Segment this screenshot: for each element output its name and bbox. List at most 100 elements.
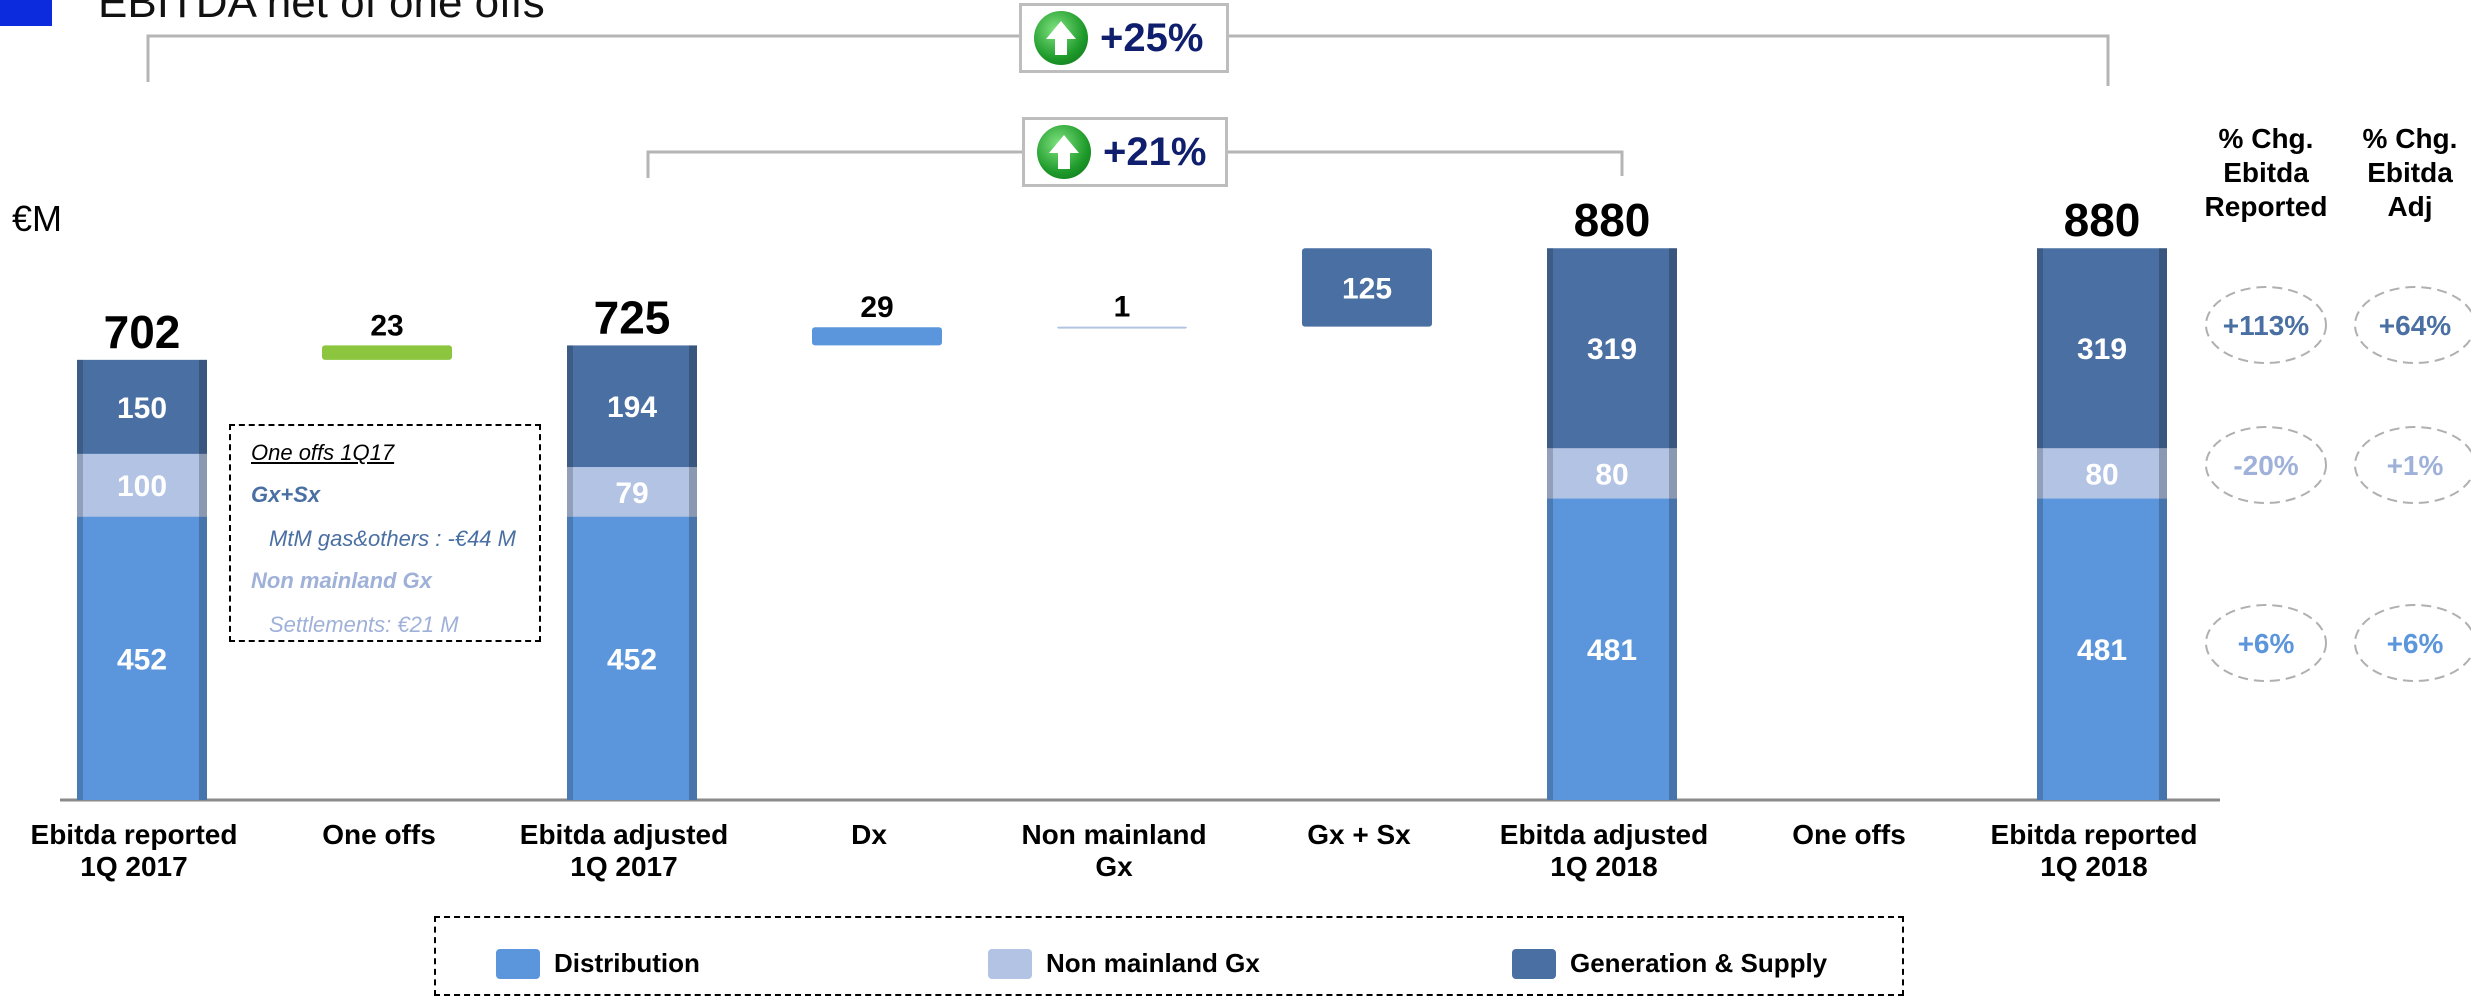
delta-value-label: 1 [1114,291,1131,324]
bar-shade [567,516,573,800]
legend-item-generation-supply: Generation & Supply [1512,948,1827,979]
bar-total-label: 725 [594,291,671,343]
growth-badge-outer: +25% [1019,3,1229,73]
bar-segment-generation-supply [1547,248,1677,449]
pct-change-oval [2205,426,2327,504]
legend-item-distribution: Distribution [496,948,700,979]
chart-title: EBITDA net of one offs [98,0,545,27]
legend-item-non-mainland: Non mainland Gx [988,948,1260,979]
pct-header-reported-line: % Chg. [2218,123,2314,154]
growth-bracket-outer [146,34,2110,86]
note-gx-label: Gx+Sx [251,482,321,507]
bar-shade [689,467,697,517]
delta-bar [812,327,942,346]
bar-shade [2159,498,2167,800]
bar-segment-non-mainland [77,453,207,517]
bar-shade [77,453,83,517]
bar-shade [567,467,573,517]
segment-value-label: 481 [2077,634,2127,667]
bar-shade [567,345,573,468]
pct-change-value: +1% [2387,450,2444,481]
segment-value-label: 319 [1587,333,1637,366]
pct-change-value: +6% [2238,628,2295,659]
category-label: 1Q 2018 [2040,851,2147,882]
note-gx-detail: MtM gas&others : -€44 M [269,526,516,551]
segment-value-label: 100 [117,470,167,503]
segment-value-label: 80 [2085,458,2118,491]
note-nm-label: Non mainland Gx [251,568,432,593]
delta-value-label: 29 [860,291,893,324]
segment-value-label: 194 [607,391,657,424]
category-label: Non mainland [1021,819,1206,850]
pct-change-value: +113% [2223,310,2310,341]
bar-shade [2037,448,2043,499]
bar-shade [1547,448,1553,499]
segment-value-label: 452 [117,643,167,676]
legend-label-generation-supply: Generation & Supply [1570,948,1828,978]
bar-segment-non-mainland [2037,448,2167,499]
pct-change-oval [2205,286,2327,364]
delta-value-label: 125 [1342,272,1392,305]
pct-change-oval [2354,286,2471,364]
category-label: Ebitda reported [31,819,238,850]
bar-shade [199,453,207,517]
category-label: One offs [1792,819,1906,850]
bar-shade [77,516,83,800]
bar-total-label: 880 [2064,194,2141,246]
bar-segment-non-mainland [567,467,697,517]
arrow-up-icon [1034,11,1088,65]
segment-value-label: 79 [615,477,648,510]
legend: Distribution Non mainland Gx Generation … [434,916,1904,996]
pct-change-value: -20% [2233,450,2298,481]
pct-change-value: +64% [2379,310,2451,341]
bar-segment-distribution [1547,498,1677,800]
pct-change-oval [2354,426,2471,504]
category-label: 1Q 2017 [570,851,677,882]
category-label: Dx [851,819,887,850]
growth-inner-value: +21% [1103,129,1207,174]
segment-value-label: 80 [1595,458,1628,491]
legend-label-distribution: Distribution [554,948,700,978]
bar-shade [1547,248,1553,449]
pct-header-reported: % Chg. Ebitda Reported [2196,122,2336,224]
bar-shade [1669,498,1677,800]
bar-shade [1669,448,1677,499]
bar-segment-distribution [567,516,697,800]
pct-header-adjusted-line: Adj [2387,191,2433,222]
bar-shade [1547,498,1553,800]
note-nm-detail: Settlements: €21 M [269,612,459,637]
legend-swatch-generation-supply [1512,948,1556,979]
growth-badge-inner: +21% [1022,117,1228,187]
bar-shade [689,516,697,800]
pct-header-reported-line: Ebitda [2223,157,2309,188]
bar-total-label: 702 [104,306,181,358]
bar-segment-generation-supply [2037,248,2167,449]
pct-header-adjusted-line: % Chg. [2362,123,2458,154]
bar-shade [2159,448,2167,499]
delta-bar [322,345,452,360]
bar-shade [2159,248,2167,449]
legend-swatch-non-mainland [988,948,1032,979]
delta-bar [1057,326,1187,329]
segment-value-label: 452 [607,643,657,676]
pct-change-oval [2205,604,2327,682]
segment-value-label: 319 [2077,333,2127,366]
category-label: Ebitda reported [1991,819,2198,850]
bar-segment-non-mainland [1547,448,1677,499]
bar-segment-distribution [77,516,207,800]
one-offs-note-box: One offs 1Q17 Gx+Sx MtM gas&others : -€4… [229,424,541,642]
bar-shade [2037,248,2043,449]
category-label: 1Q 2017 [80,851,187,882]
pct-header-reported-line: Reported [2204,191,2328,222]
arrow-up-icon [1037,125,1091,179]
legend-label-non-mainland: Non mainland Gx [1046,948,1260,978]
bar-shade [199,359,207,454]
growth-outer-value: +25% [1100,15,1204,60]
bar-shade [2037,498,2043,800]
pct-change-value: +6% [2387,628,2444,659]
title-marker [0,0,52,26]
category-label: One offs [322,819,436,850]
delta-bar [1302,248,1432,327]
bar-shade [689,345,697,468]
